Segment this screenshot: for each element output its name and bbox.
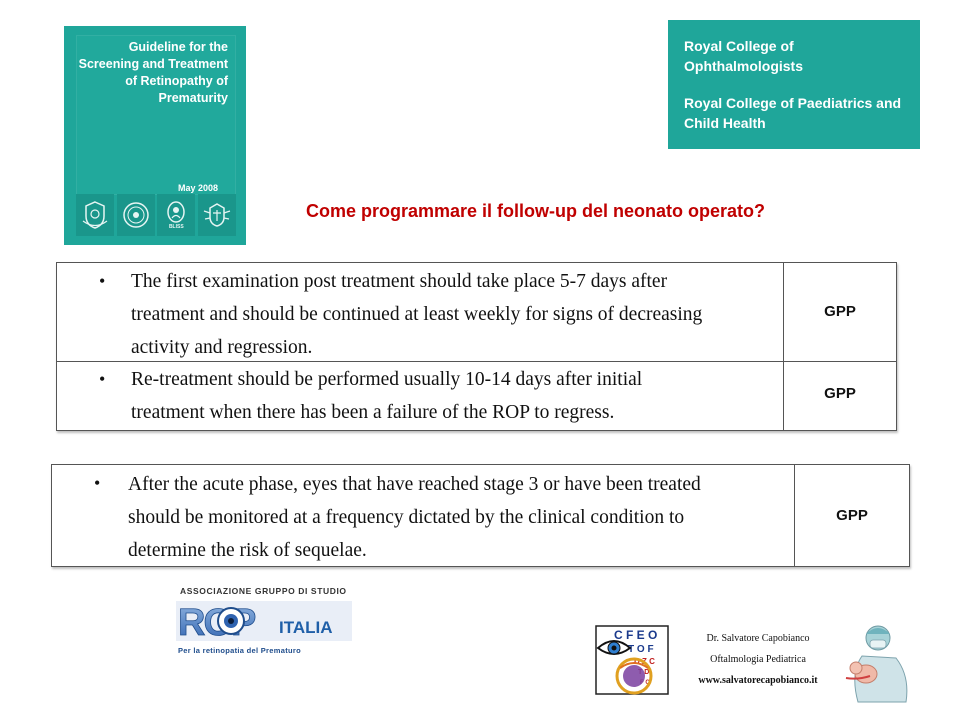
cover-title: Guideline for the Screening and Treatmen… (78, 40, 228, 105)
text-line: activity and regression. (131, 337, 313, 358)
rop-italia-logo: ASSOCIAZIONE GRUPPO DI STUDIO ROP ITALIA… (176, 586, 354, 658)
doctor-info: Dr. Salvatore Capobianco Oftalmologia Pe… (676, 628, 840, 691)
doctor-specialty: Oftalmologia Pediatrica (710, 654, 806, 665)
rop-association-text: ASSOCIAZIONE GRUPPO DI STUDIO (180, 586, 347, 596)
bliss-label: BLISS (168, 224, 184, 230)
text-line: The first examination post treatment sho… (131, 271, 668, 292)
college-ophthalmologists: Royal College of Ophthalmologists (684, 38, 803, 74)
evidence-grade: GPP (836, 507, 868, 524)
table-2-column-divider (794, 465, 795, 566)
college-paediatrics: Royal College of Paediatrics and Child H… (684, 95, 902, 131)
text-line: After the acute phase, eyes that have re… (128, 474, 701, 495)
table-row: • Re-treatment should be performed usual… (57, 361, 896, 431)
text-line: should be monitored at a frequency dicta… (128, 507, 685, 528)
bliss-logo-icon: BLISS (157, 194, 196, 236)
rop-tagline: Per la retinopatia del Prematuro (178, 646, 301, 655)
evidence-grade: GPP (824, 385, 856, 402)
surgeon-illustration-icon (845, 625, 908, 703)
rop-wordmark-icon: ROP ITALIA (176, 601, 352, 644)
recommendation-table-2: • After the acute phase, eyes that have … (51, 464, 910, 567)
bullet-marker: • (99, 271, 106, 291)
bullet-marker: • (99, 369, 106, 389)
cover-logos: BLISS (76, 194, 236, 236)
crest-icon (76, 194, 114, 236)
evidence-grade: GPP (824, 303, 856, 320)
rop-country: ITALIA (279, 618, 333, 637)
recommendation-text: Re-treatment should be performed usually… (131, 363, 781, 429)
guideline-cover: Guideline for the Screening and Treatmen… (64, 26, 246, 245)
college-crest-icon (197, 194, 236, 236)
recommendation-text: The first examination post treatment sho… (131, 265, 781, 364)
table-1-row-divider (57, 361, 896, 362)
table-1-column-divider (783, 263, 784, 430)
eye-chart-logo-icon: C F E O T O F D Z C T D F C (595, 625, 669, 695)
cover-date: May 2008 (177, 183, 218, 193)
recommendation-text: After the acute phase, eyes that have re… (128, 468, 792, 567)
cover-title-panel: Guideline for the Screening and Treatmen… (76, 35, 236, 195)
seal-icon (116, 194, 155, 236)
doctor-name: Dr. Salvatore Capobianco (706, 633, 810, 644)
text-line: Re-treatment should be performed usually… (131, 369, 643, 390)
svg-text:T O F: T O F (628, 644, 654, 655)
text-line: determine the risk of sequelae. (128, 540, 367, 561)
bullet-marker: • (94, 473, 101, 493)
text-line: treatment and should be continued at lea… (131, 304, 703, 325)
question-heading: Come programmare il follow-up del neonat… (306, 201, 766, 221)
svg-text:C F E O: C F E O (614, 628, 657, 642)
doctor-website: www.salvatorecapobianco.it (698, 675, 818, 686)
table-row: • After the acute phase, eyes that have … (52, 465, 909, 566)
table-row: • The first examination post treatment s… (57, 263, 896, 361)
recommendation-table-1: • The first examination post treatment s… (56, 262, 897, 431)
royal-colleges-box: Royal College of Ophthalmologists Royal … (668, 20, 920, 149)
text-line: treatment when there has been a failure … (131, 402, 615, 423)
svg-text:F C: F C (640, 680, 650, 686)
